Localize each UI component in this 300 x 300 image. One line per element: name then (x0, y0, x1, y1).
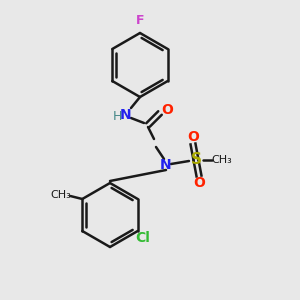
Text: CH₃: CH₃ (212, 155, 233, 165)
Text: O: O (187, 130, 199, 144)
Text: CH₃: CH₃ (50, 190, 71, 200)
Text: S: S (190, 152, 202, 167)
Text: N: N (120, 108, 132, 122)
Text: Cl: Cl (135, 231, 150, 245)
Text: H: H (112, 110, 122, 124)
Text: N: N (160, 158, 172, 172)
Text: O: O (193, 176, 205, 190)
Text: F: F (136, 14, 144, 27)
Text: O: O (161, 103, 173, 117)
